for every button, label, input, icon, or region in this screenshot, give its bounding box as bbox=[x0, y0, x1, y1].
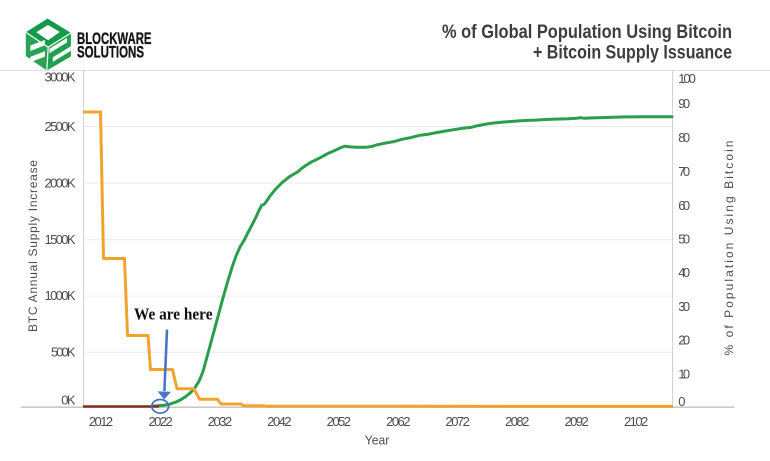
svg-text:1500K: 1500K bbox=[45, 232, 76, 247]
svg-text:0: 0 bbox=[678, 394, 685, 409]
svg-text:2072: 2072 bbox=[446, 414, 470, 429]
svg-text:2042: 2042 bbox=[267, 414, 291, 429]
svg-text:2102: 2102 bbox=[624, 414, 648, 429]
svg-text:80: 80 bbox=[678, 130, 690, 145]
svg-text:10: 10 bbox=[678, 366, 690, 381]
svg-text:BTC Annual Supply Increase: BTC Annual Supply Increase bbox=[26, 160, 40, 332]
svg-text:BLOCKWARE: BLOCKWARE bbox=[77, 29, 152, 48]
svg-text:1000K: 1000K bbox=[45, 288, 76, 303]
svg-text:100: 100 bbox=[678, 71, 696, 86]
svg-text:2092: 2092 bbox=[564, 414, 588, 429]
svg-text:0K: 0K bbox=[61, 393, 76, 408]
svg-text:2082: 2082 bbox=[505, 414, 529, 429]
svg-text:We are here: We are here bbox=[134, 305, 213, 324]
svg-text:Year: Year bbox=[365, 432, 390, 447]
svg-text:500K: 500K bbox=[51, 344, 76, 359]
svg-text:3000K: 3000K bbox=[45, 69, 76, 84]
svg-text:2052: 2052 bbox=[327, 414, 351, 429]
svg-text:% of Population Using Bitcoin: % of Population Using Bitcoin bbox=[722, 141, 736, 356]
svg-text:2032: 2032 bbox=[208, 414, 232, 429]
svg-text:+ Bitcoin Supply Issuance: + Bitcoin Supply Issuance bbox=[533, 42, 732, 63]
svg-text:2022: 2022 bbox=[148, 414, 172, 429]
svg-text:20: 20 bbox=[678, 332, 690, 347]
svg-text:2012: 2012 bbox=[89, 414, 113, 429]
svg-text:% of Global Population Using B: % of Global Population Using Bitcoin bbox=[442, 22, 732, 43]
svg-text:40: 40 bbox=[678, 265, 690, 280]
svg-text:70: 70 bbox=[678, 164, 690, 179]
svg-text:50: 50 bbox=[678, 232, 690, 247]
svg-text:30: 30 bbox=[678, 299, 690, 314]
svg-text:2500K: 2500K bbox=[45, 119, 76, 134]
svg-text:90: 90 bbox=[678, 96, 690, 111]
svg-text:60: 60 bbox=[678, 198, 690, 213]
svg-text:SOLUTIONS: SOLUTIONS bbox=[77, 43, 144, 62]
svg-text:2000K: 2000K bbox=[45, 175, 76, 190]
svg-text:2062: 2062 bbox=[386, 414, 410, 429]
